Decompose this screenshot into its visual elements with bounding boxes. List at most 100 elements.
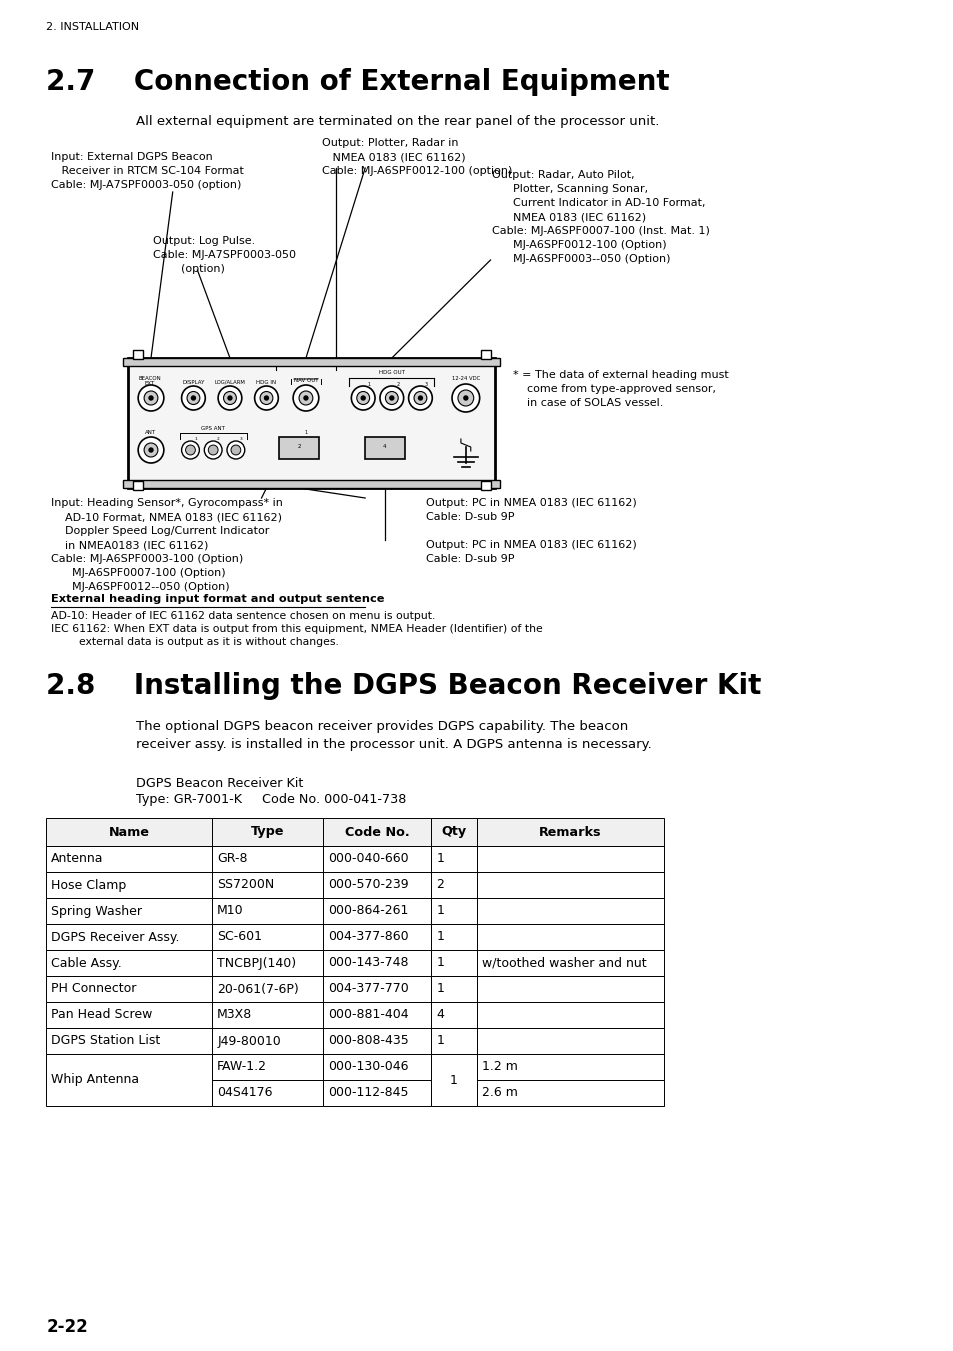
Text: 1: 1: [436, 905, 444, 917]
Bar: [212, 1028, 322, 1054]
Bar: [47, 924, 212, 950]
Circle shape: [463, 396, 467, 400]
Circle shape: [223, 392, 236, 404]
Circle shape: [408, 386, 432, 409]
Circle shape: [218, 386, 241, 409]
Text: 000-112-845: 000-112-845: [327, 1086, 408, 1100]
Text: 2: 2: [395, 382, 399, 388]
Text: All external equipment are terminated on the rear panel of the processor unit.: All external equipment are terminated on…: [136, 115, 659, 128]
Bar: [431, 924, 476, 950]
Bar: [431, 950, 476, 975]
Circle shape: [138, 385, 164, 411]
Text: AD-10 Format, NMEA 0183 (IEC 61162): AD-10 Format, NMEA 0183 (IEC 61162): [51, 512, 282, 521]
Text: Input: Heading Sensor*, Gyrocompass* in: Input: Heading Sensor*, Gyrocompass* in: [51, 499, 283, 508]
Circle shape: [260, 392, 273, 404]
Text: in NMEA0183 (IEC 61162): in NMEA0183 (IEC 61162): [51, 540, 209, 550]
Text: Output: Radar, Auto Pilot,: Output: Radar, Auto Pilot,: [491, 170, 634, 180]
Text: in case of SOLAS vessel.: in case of SOLAS vessel.: [513, 399, 663, 408]
Bar: [322, 1079, 431, 1106]
Bar: [47, 871, 212, 898]
Circle shape: [231, 444, 240, 455]
Text: Receiver in RTCM SC-104 Format: Receiver in RTCM SC-104 Format: [51, 166, 244, 176]
Text: 1: 1: [436, 982, 444, 996]
Bar: [47, 846, 212, 871]
Circle shape: [385, 392, 397, 404]
Text: The optional DGPS beacon receiver provides DGPS capability. The beacon
receiver : The optional DGPS beacon receiver provid…: [136, 720, 651, 751]
Text: Cable: D-sub 9P: Cable: D-sub 9P: [426, 512, 515, 521]
Text: 000-143-748: 000-143-748: [327, 957, 408, 970]
Bar: [476, 975, 663, 1002]
Bar: [322, 924, 431, 950]
Text: M10: M10: [217, 905, 244, 917]
Text: 4: 4: [436, 1008, 444, 1021]
Text: PH Connector: PH Connector: [51, 982, 136, 996]
Bar: [133, 350, 143, 359]
Bar: [123, 358, 500, 366]
Bar: [322, 898, 431, 924]
Text: 000-130-046: 000-130-046: [327, 1061, 408, 1074]
Text: GR-8: GR-8: [217, 852, 248, 866]
Circle shape: [351, 386, 375, 409]
Text: Output: PC in NMEA 0183 (IEC 61162): Output: PC in NMEA 0183 (IEC 61162): [426, 540, 637, 550]
Circle shape: [228, 396, 232, 400]
Text: 2: 2: [216, 436, 219, 440]
Text: 000-570-239: 000-570-239: [327, 878, 408, 892]
Text: 2.6 m: 2.6 m: [481, 1086, 517, 1100]
Circle shape: [181, 440, 199, 459]
Text: 04S4176: 04S4176: [217, 1086, 273, 1100]
Circle shape: [144, 390, 158, 405]
Text: 2-22: 2-22: [47, 1319, 88, 1336]
Bar: [47, 1054, 212, 1106]
Text: 2: 2: [436, 878, 444, 892]
Circle shape: [418, 396, 422, 400]
Text: AD-10: Header of IEC 61162 data sentence chosen on menu is output.: AD-10: Header of IEC 61162 data sentence…: [51, 611, 436, 621]
Circle shape: [356, 392, 369, 404]
Text: Pan Head Screw: Pan Head Screw: [51, 1008, 152, 1021]
Bar: [47, 1028, 212, 1054]
Text: Cable: MJ-A7SPF0003-050: Cable: MJ-A7SPF0003-050: [152, 250, 295, 259]
Bar: [212, 817, 322, 846]
Text: DGPS Beacon Receiver Kit: DGPS Beacon Receiver Kit: [136, 777, 303, 790]
Bar: [47, 975, 212, 1002]
Text: Output: PC in NMEA 0183 (IEC 61162): Output: PC in NMEA 0183 (IEC 61162): [426, 499, 637, 508]
Bar: [431, 898, 476, 924]
Circle shape: [227, 440, 245, 459]
Text: 1: 1: [304, 431, 307, 435]
Text: MJ-A6SPF0012-100 (Option): MJ-A6SPF0012-100 (Option): [491, 240, 665, 250]
Bar: [476, 817, 663, 846]
Circle shape: [138, 436, 164, 463]
Text: Output: Log Pulse.: Output: Log Pulse.: [152, 236, 255, 246]
Text: M3X8: M3X8: [217, 1008, 253, 1021]
Text: Whip Antenna: Whip Antenna: [51, 1074, 139, 1086]
Bar: [476, 871, 663, 898]
Text: NMEA 0183 (IEC 61162): NMEA 0183 (IEC 61162): [491, 212, 645, 222]
Circle shape: [186, 444, 195, 455]
Bar: [322, 1002, 431, 1028]
Text: J49-80010: J49-80010: [217, 1035, 280, 1047]
Bar: [476, 1028, 663, 1054]
Bar: [212, 898, 322, 924]
Text: Cable: MJ-A6SPF0007-100 (Inst. Mat. 1): Cable: MJ-A6SPF0007-100 (Inst. Mat. 1): [491, 226, 709, 236]
Text: 000-881-404: 000-881-404: [327, 1008, 408, 1021]
Bar: [322, 975, 431, 1002]
Text: 1: 1: [436, 957, 444, 970]
Text: external data is output as it is without changes.: external data is output as it is without…: [51, 638, 339, 647]
Text: * = The data of external heading must: * = The data of external heading must: [513, 370, 728, 380]
Text: Current Indicator in AD-10 Format,: Current Indicator in AD-10 Format,: [491, 199, 704, 208]
Bar: [476, 1054, 663, 1079]
Circle shape: [208, 444, 218, 455]
Circle shape: [192, 396, 195, 400]
Text: 000-864-261: 000-864-261: [327, 905, 408, 917]
Text: (option): (option): [152, 263, 225, 274]
Bar: [431, 817, 476, 846]
Text: w/toothed washer and nut: w/toothed washer and nut: [481, 957, 645, 970]
Bar: [431, 846, 476, 871]
Bar: [431, 871, 476, 898]
Text: 1: 1: [450, 1074, 457, 1086]
Text: Cable: D-sub 9P: Cable: D-sub 9P: [426, 554, 515, 563]
Circle shape: [144, 443, 158, 457]
Bar: [322, 950, 431, 975]
Text: 004-377-860: 004-377-860: [327, 931, 408, 943]
Text: Doppler Speed Log/Current Indicator: Doppler Speed Log/Current Indicator: [51, 526, 270, 536]
Text: 1: 1: [436, 852, 444, 866]
